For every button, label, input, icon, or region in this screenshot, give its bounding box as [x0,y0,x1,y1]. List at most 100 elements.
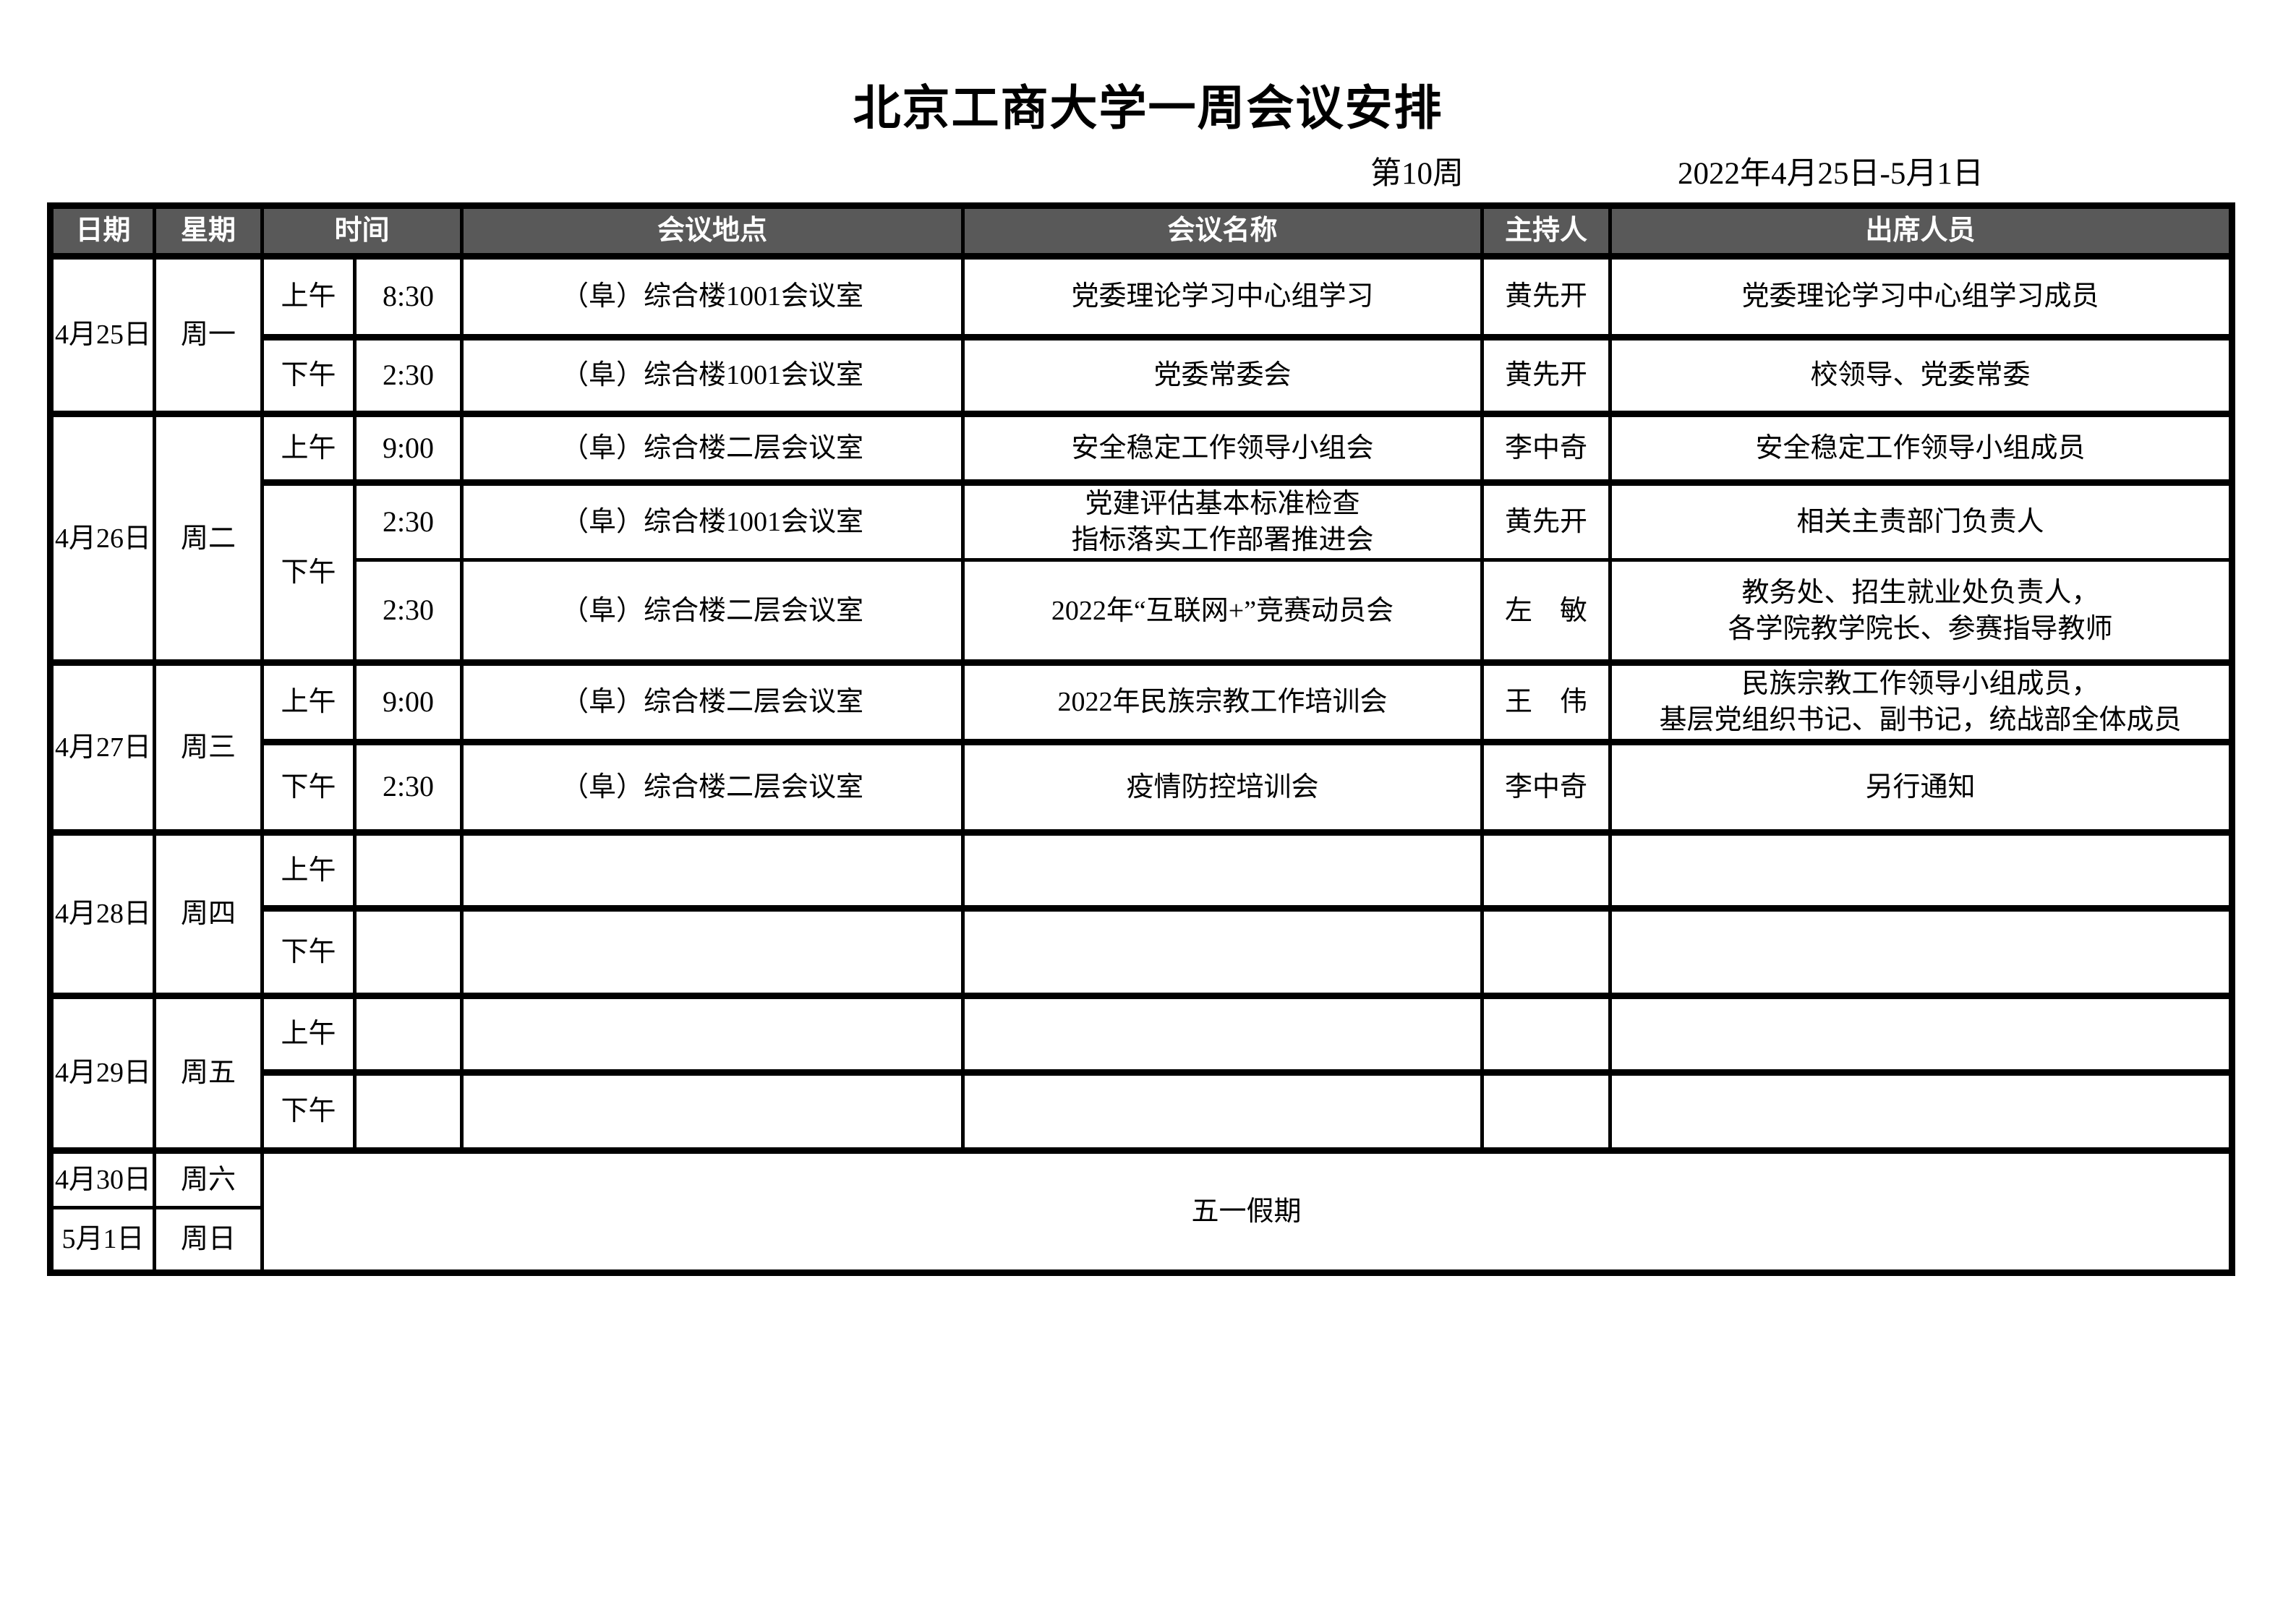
location-cell: （阜）综合楼二层会议室 [460,659,965,744]
meeting-cell [961,992,1485,1074]
time-cell: 9:00 [352,659,464,744]
time-cell [352,992,464,1074]
page-title: 北京工商大学一周会议安排 [853,82,1443,135]
host-cell: 左 敏 [1480,558,1613,665]
date-cell: 4月30日 [48,1147,156,1209]
holiday-cell: 五一假期 [260,1147,2235,1275]
location-cell: （阜）综合楼二层会议室 [460,558,965,665]
time-cell: 2:30 [352,334,464,416]
weekday-cell: 周二 [153,410,264,665]
time-cell: 8:30 [352,254,464,339]
period-cell: 下午 [260,904,357,998]
period-cell: 下午 [260,1069,357,1152]
header-row: 日期 星期 时间 会议地点 会议名称 主持人 出席人员 [48,204,2235,260]
date-cell: 4月29日 [48,992,156,1152]
table-row: 2:30 （阜）综合楼二层会议室 2022年“互联网+”竞赛动员会 左 敏 教务… [51,558,2235,665]
host-cell [1480,904,1613,998]
date-cell: 4月26日 [48,410,156,665]
attendees-cell [1608,992,2235,1074]
meeting-cell [961,828,1485,910]
period-cell: 上午 [260,992,357,1074]
host-cell: 黄先开 [1480,479,1613,562]
attendees-cell: 党委理论学习中心组学习成员 [1608,254,2235,339]
table-row: 4月30日 周六 五一假期 [48,1147,2235,1275]
weekday-cell: 周六 [153,1147,264,1209]
weekday-cell: 周日 [153,1205,264,1275]
weekday-cell: 周三 [153,659,264,834]
date-range: 2022年4月25日-5月1日 [1678,157,1984,191]
period-cell: 上午 [260,828,357,910]
attendees-cell: 安全稳定工作领导小组成员 [1608,411,2235,484]
host-cell [1480,828,1613,910]
location-cell [460,904,965,998]
header-location: 会议地点 [460,204,965,260]
host-cell [1480,992,1613,1074]
meeting-cell: 党委理论学习中心组学习 [961,254,1485,339]
header-date: 日期 [48,204,156,260]
meeting-cell: 党委常委会 [961,334,1485,416]
location-cell [460,828,965,910]
meeting-cell: 疫情防控培训会 [961,738,1485,834]
date-cell: 5月1日 [48,1205,156,1275]
attendees-cell [1608,904,2235,998]
host-cell: 李中奇 [1480,738,1613,834]
weekday-cell: 周五 [153,992,264,1152]
header-weekday: 星期 [153,204,264,260]
table-row: 下午 2:30 （阜）综合楼1001会议室 党建评估基本标准检查 指标落实工作部… [51,479,2235,665]
attendees-cell: 民族宗教工作领导小组成员， 基层党组织书记、副书记，统战部全体成员 [1608,659,2235,744]
weekday-cell: 周四 [153,828,264,998]
meeting-cell [961,904,1485,998]
table-row: 下午 2:30 （阜）综合楼二层会议室 疫情防控培训会 李中奇 另行通知 [51,738,2235,834]
date-cell: 4月25日 [48,254,156,416]
table-row: 下午 [51,1069,2235,1152]
attendees-cell [1608,1069,2235,1152]
table-row: 4月26日 周二 上午 9:00 （阜）综合楼二层会议室 安全稳定工作领导小组会… [48,410,2235,665]
period-cell: 上午 [260,411,357,484]
time-cell: 2:30 [352,558,464,665]
table-row: 下午 [51,904,2235,998]
header-time: 时间 [260,204,464,260]
period-cell: 下午 [260,334,357,416]
table-row: 5月1日 周日 [48,1205,2232,1275]
meeting-cell [961,1069,1485,1152]
attendees-cell: 校领导、党委常委 [1608,334,2235,416]
location-cell [460,1069,965,1152]
table-row: 下午 2:30 （阜）综合楼1001会议室 党委常委会 黄先开 校领导、党委常委 [51,334,2235,416]
weekday-cell: 周一 [153,254,264,416]
time-cell: 2:30 [352,738,464,834]
time-cell: 2:30 [352,479,464,562]
location-cell: （阜）综合楼1001会议室 [460,334,965,416]
meeting-cell: 安全稳定工作领导小组会 [961,411,1485,484]
header-host: 主持人 [1480,204,1613,260]
schedule-table: 日期 星期 时间 会议地点 会议名称 主持人 出席人员 4月25日 周一 上午 … [47,202,2236,1276]
date-cell: 4月27日 [48,659,156,834]
header-attendees: 出席人员 [1608,204,2235,260]
meeting-cell: 2022年“互联网+”竞赛动员会 [961,558,1485,665]
meeting-cell: 2022年民族宗教工作培训会 [961,659,1485,744]
time-cell [352,1069,464,1152]
attendees-cell: 相关主责部门负责人 [1608,479,2235,562]
attendees-cell: 教务处、招生就业处负责人， 各学院教学院长、参赛指导教师 [1608,558,2235,665]
location-cell: （阜）综合楼1001会议室 [460,479,965,562]
meeting-cell: 党建评估基本标准检查 指标落实工作部署推进会 [961,479,1485,562]
period-cell: 上午 [260,659,357,744]
host-cell: 黄先开 [1480,334,1613,416]
period-cell: 下午 [260,479,357,665]
host-cell [1480,1069,1613,1152]
location-cell: （阜）综合楼1001会议室 [460,254,965,339]
table-row: 4月27日 周三 上午 9:00 （阜）综合楼二层会议室 2022年民族宗教工作… [48,659,2235,834]
attendees-cell [1608,828,2235,910]
location-cell: （阜）综合楼二层会议室 [460,411,965,484]
attendees-cell: 另行通知 [1608,738,2235,834]
host-cell: 黄先开 [1480,254,1613,339]
time-cell: 9:00 [352,411,464,484]
host-cell: 李中奇 [1480,411,1613,484]
host-cell: 王 伟 [1480,659,1613,744]
table-row: 4月28日 周四 上午 [48,828,2235,998]
period-cell: 上午 [260,254,357,339]
header-meeting: 会议名称 [961,204,1485,260]
date-cell: 4月28日 [48,828,156,998]
week-label: 第10周 [1370,157,1464,191]
location-cell: （阜）综合楼二层会议室 [460,738,965,834]
